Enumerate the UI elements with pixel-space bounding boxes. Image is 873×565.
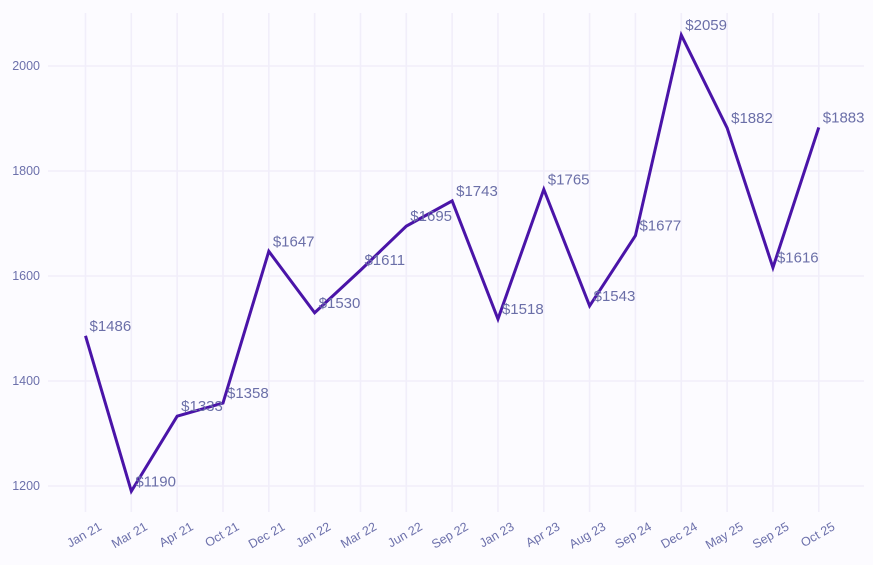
y-tick-label: 1200: [12, 479, 40, 493]
point-label: $1647: [273, 233, 315, 250]
y-tick-label: 1800: [12, 164, 40, 178]
y-tick-label: 2000: [12, 59, 40, 73]
y-tick-label: 1600: [12, 269, 40, 283]
point-label: $1543: [594, 288, 636, 305]
point-label: $1882: [731, 110, 773, 127]
point-label: $1530: [319, 295, 361, 312]
point-label: $1616: [777, 250, 819, 267]
point-label: $1611: [364, 252, 405, 269]
point-label: $1743: [456, 183, 498, 200]
series-line: [84, 30, 821, 495]
point-label: $1883: [823, 109, 865, 126]
point-label: $1486: [90, 318, 132, 335]
point-label: $1695: [410, 208, 452, 225]
point-label: $1358: [227, 385, 269, 402]
point-label: $1677: [639, 218, 681, 235]
point-label: $1518: [502, 301, 544, 318]
point-label: $1190: [135, 473, 176, 490]
y-tick-label: 1400: [12, 374, 40, 388]
point-label: $1333: [181, 398, 223, 415]
point-label: $1765: [548, 171, 590, 188]
point-label: $2059: [685, 17, 727, 34]
